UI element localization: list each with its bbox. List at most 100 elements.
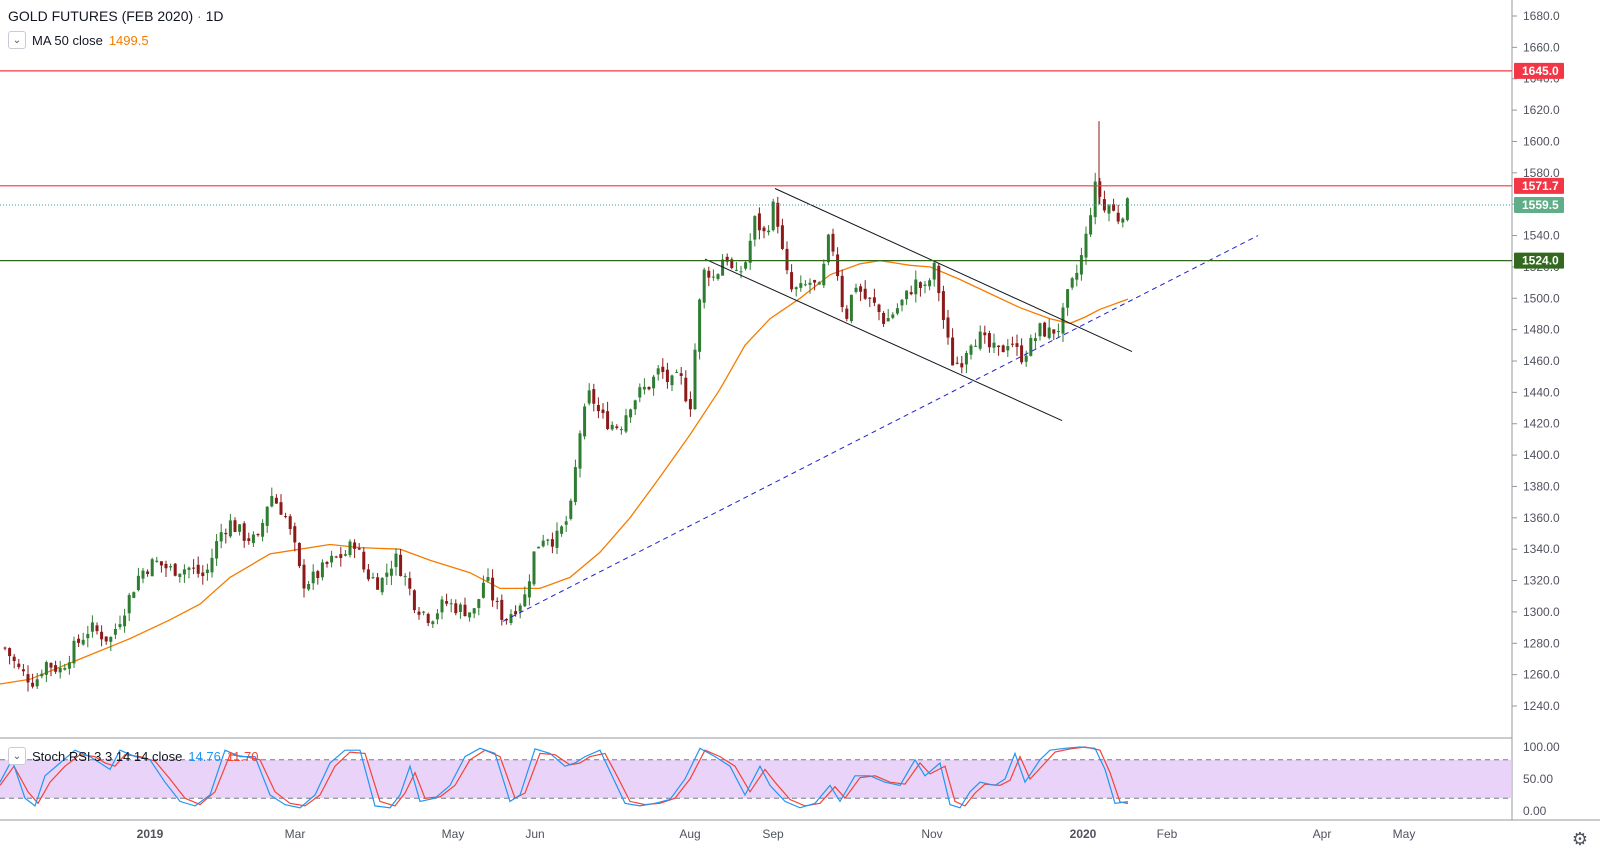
price-tick-label: 1680.0 bbox=[1523, 9, 1560, 23]
candle-body bbox=[265, 506, 269, 526]
candle-body bbox=[302, 564, 306, 589]
gear-icon[interactable]: ⚙ bbox=[1571, 829, 1588, 849]
candle-body bbox=[928, 280, 932, 287]
time-label: Mar bbox=[285, 827, 306, 841]
candle-body bbox=[923, 284, 927, 286]
candle-body bbox=[330, 555, 334, 563]
candle-body bbox=[771, 201, 775, 231]
candle-body bbox=[242, 523, 246, 541]
candle-body bbox=[665, 369, 669, 383]
trendline-rising-support[interactable] bbox=[502, 235, 1259, 622]
candle-body bbox=[440, 599, 444, 613]
candle-body bbox=[698, 299, 702, 352]
candle-body bbox=[408, 578, 412, 589]
candle-body bbox=[560, 526, 564, 534]
price-pane[interactable] bbox=[0, 0, 1512, 738]
price-tick-label: 1480.0 bbox=[1523, 323, 1560, 337]
candle-body bbox=[339, 554, 343, 558]
candle-body bbox=[569, 500, 573, 519]
candle-body bbox=[449, 603, 453, 605]
stoch-tick-label: 50.00 bbox=[1523, 772, 1553, 786]
candle-body bbox=[90, 622, 94, 632]
candle-body bbox=[95, 625, 99, 632]
candle-body bbox=[325, 562, 329, 564]
candle-body bbox=[178, 573, 182, 578]
price-tick-label: 1600.0 bbox=[1523, 134, 1560, 148]
candle-body bbox=[132, 592, 136, 598]
price-axis[interactable]: 1240.0 1260.0 1280.0 1300.0 1320.0 1340.0 1360… bbox=[1512, 9, 1560, 713]
candle-body bbox=[578, 433, 582, 469]
candle-body bbox=[136, 575, 140, 591]
candle-body bbox=[201, 572, 205, 577]
candle-body bbox=[205, 569, 209, 573]
candle-body bbox=[155, 560, 159, 562]
candle-body bbox=[550, 539, 554, 547]
candle-body bbox=[606, 411, 610, 430]
candle-body bbox=[1029, 337, 1033, 356]
candle-body bbox=[279, 502, 283, 515]
candle-body bbox=[767, 230, 771, 233]
candle-body bbox=[63, 668, 67, 670]
candle-body bbox=[362, 551, 366, 570]
price-levels[interactable]: 1645.0 1571.7 1559.5 1524.0 bbox=[0, 62, 1564, 269]
candle-body bbox=[343, 554, 347, 556]
candle-body bbox=[882, 312, 886, 324]
candle-body bbox=[960, 363, 964, 368]
level-label-bg bbox=[1514, 62, 1564, 79]
candle-body bbox=[753, 216, 757, 240]
symbol-title[interactable]: GOLD FUTURES (FEB 2020) bbox=[8, 8, 194, 24]
level-label: 1645.0 bbox=[1522, 64, 1559, 78]
candle-body bbox=[445, 601, 449, 604]
candle-body bbox=[592, 389, 596, 404]
candle-body bbox=[596, 405, 600, 412]
candle-body bbox=[946, 317, 950, 338]
chevron-down-icon[interactable]: ⌄ bbox=[8, 747, 26, 765]
candle-body bbox=[601, 409, 605, 413]
candle-body bbox=[509, 614, 513, 623]
candle-body bbox=[546, 539, 550, 541]
candle-body bbox=[1043, 322, 1047, 337]
candle-body bbox=[196, 564, 200, 574]
stoch-k-value: 14.76 bbox=[188, 748, 221, 764]
candle-body bbox=[141, 570, 145, 579]
candle-body bbox=[40, 673, 44, 677]
candle-body bbox=[845, 308, 849, 319]
candle-body bbox=[389, 568, 393, 576]
candle-body bbox=[150, 559, 154, 577]
candle-body bbox=[403, 575, 407, 577]
candle-body bbox=[872, 297, 876, 303]
candle-body bbox=[1047, 327, 1051, 339]
candle-body bbox=[228, 520, 232, 537]
candle-body bbox=[31, 682, 35, 687]
candle-body bbox=[293, 526, 297, 543]
candle-body bbox=[826, 234, 830, 263]
time-axis[interactable]: 2019 Mar May Jun Aug Sep Nov 2020 Feb Apr May bbox=[137, 827, 1416, 841]
candle-body bbox=[693, 349, 697, 410]
chevron-down-icon[interactable]: ⌄ bbox=[8, 31, 26, 49]
candle-body bbox=[541, 540, 545, 547]
level-label: 1559.5 bbox=[1522, 198, 1559, 212]
candle-body bbox=[987, 333, 991, 348]
candle-body bbox=[380, 577, 384, 593]
candle-body bbox=[661, 366, 665, 373]
time-label: Feb bbox=[1157, 827, 1178, 841]
candle-body bbox=[739, 271, 743, 273]
interval-label[interactable]: 1D bbox=[205, 8, 224, 24]
candle-body bbox=[983, 332, 987, 336]
price-tick-label: 1340.0 bbox=[1523, 542, 1560, 556]
candle-body bbox=[905, 290, 909, 300]
trendline-channel-upper[interactable] bbox=[774, 188, 1133, 353]
trendlines[interactable] bbox=[502, 188, 1259, 622]
candle-body bbox=[215, 541, 219, 559]
candle-body bbox=[44, 662, 48, 675]
candle-body bbox=[224, 532, 228, 535]
candle-body bbox=[58, 668, 62, 673]
candle-body bbox=[86, 633, 90, 639]
trendline-channel-lower[interactable] bbox=[704, 258, 1063, 422]
time-label: Nov bbox=[921, 827, 942, 841]
candle-body bbox=[854, 287, 858, 292]
candle-body bbox=[357, 548, 361, 550]
candle-body bbox=[491, 577, 495, 601]
candle-body bbox=[918, 282, 922, 288]
